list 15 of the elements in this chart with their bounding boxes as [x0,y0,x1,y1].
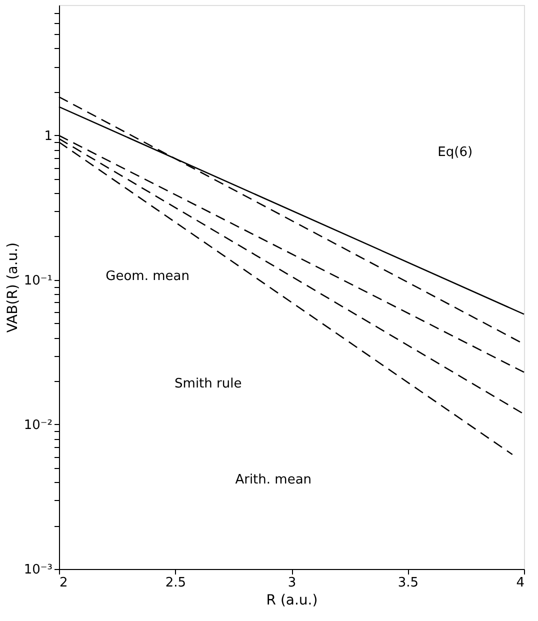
y-axis-title: VAB(R) (a.u.) [4,242,21,333]
y-tick-label: 10⁻² [24,418,52,433]
annotation: Geom. mean [106,269,190,284]
annotation: Eq(6) [438,144,473,160]
y-tick-label: 10⁻¹ [24,274,52,288]
x-axis-title: R (a.u.) [266,592,318,608]
y-tick-label: 1 [44,128,52,144]
annotation: Smith rule [174,376,242,392]
x-tick-label: 3 [288,576,296,590]
annotation: Arith. mean [235,472,312,488]
x-tick-label: 3.5 [398,576,419,590]
x-tick-label: 2 [60,576,68,590]
y-tick-label: 10⁻³ [24,562,52,578]
x-tick-label: 2.5 [165,576,186,590]
x-tick-label: 4 [516,576,524,590]
